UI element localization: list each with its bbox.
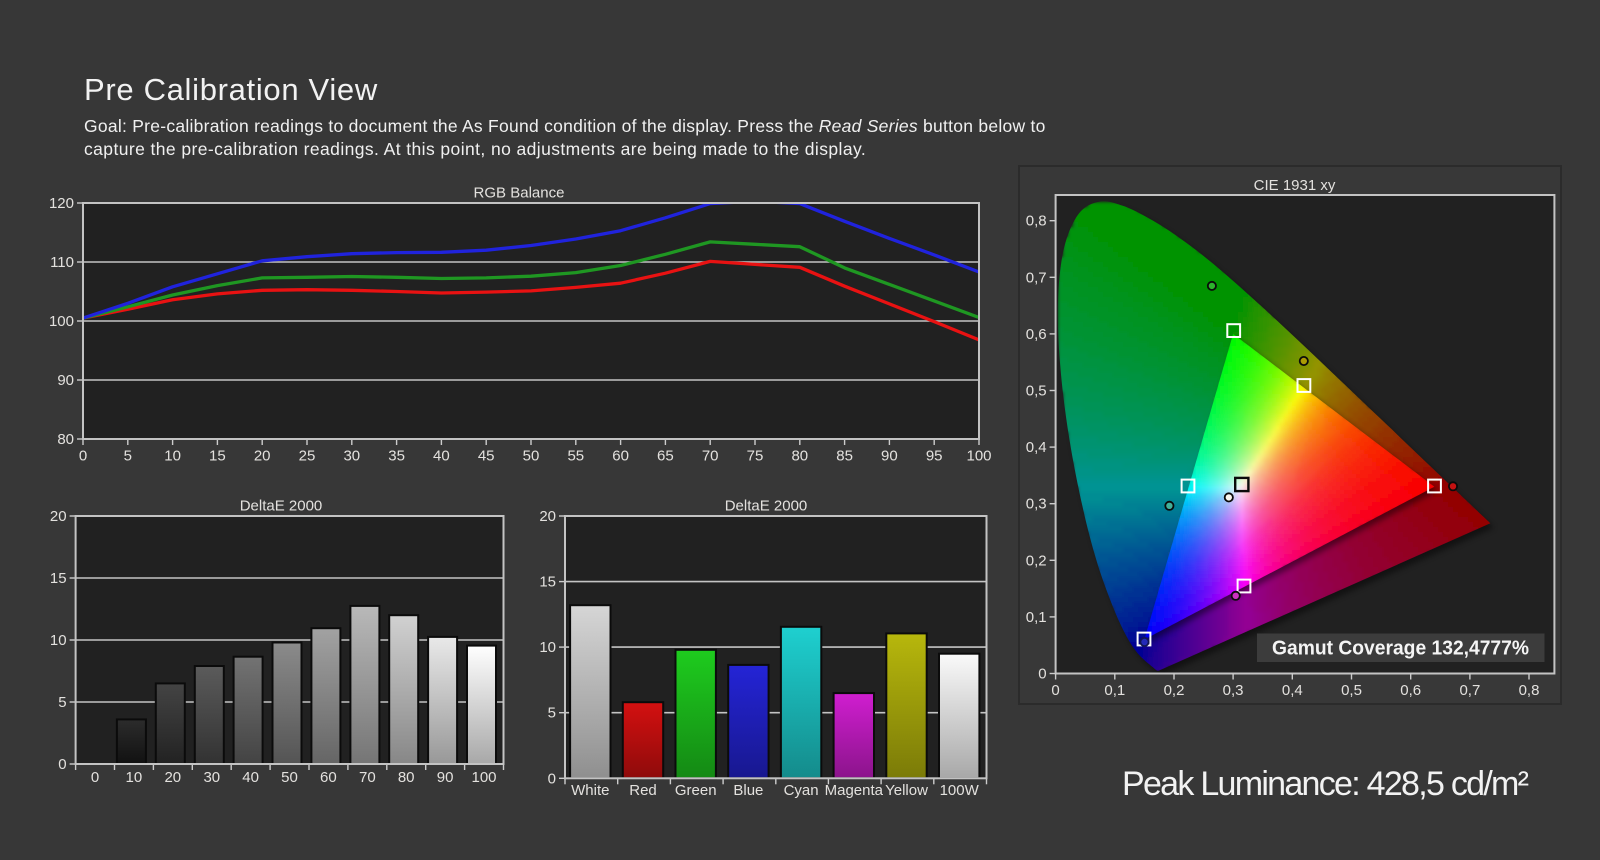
- svg-text:0,2: 0,2: [1026, 552, 1047, 569]
- svg-text:Blue: Blue: [733, 782, 763, 799]
- svg-text:0: 0: [91, 769, 99, 786]
- svg-text:0: 0: [1038, 666, 1046, 683]
- svg-text:0,8: 0,8: [1519, 682, 1540, 699]
- svg-text:50: 50: [281, 769, 298, 786]
- svg-text:Magenta: Magenta: [825, 782, 884, 799]
- svg-text:80: 80: [398, 769, 415, 786]
- svg-text:30: 30: [203, 769, 220, 786]
- svg-text:20: 20: [539, 508, 556, 525]
- svg-text:80: 80: [791, 448, 808, 465]
- svg-text:0,4: 0,4: [1282, 682, 1303, 699]
- svg-text:10: 10: [539, 639, 556, 656]
- svg-text:Cyan: Cyan: [784, 782, 819, 799]
- svg-text:90: 90: [57, 372, 74, 389]
- svg-text:95: 95: [926, 448, 943, 465]
- svg-text:0,3: 0,3: [1223, 682, 1244, 699]
- svg-text:0,2: 0,2: [1164, 682, 1185, 699]
- svg-text:RGB Balance: RGB Balance: [474, 185, 565, 202]
- svg-text:Yellow: Yellow: [885, 782, 928, 799]
- svg-text:80: 80: [57, 431, 74, 448]
- svg-text:10: 10: [126, 769, 143, 786]
- svg-text:100: 100: [471, 769, 496, 786]
- svg-text:110: 110: [50, 254, 74, 271]
- svg-text:DeltaE 2000: DeltaE 2000: [240, 498, 323, 515]
- svg-text:0,4: 0,4: [1026, 439, 1047, 456]
- svg-text:Green: Green: [675, 782, 717, 799]
- svg-text:100: 100: [966, 448, 991, 465]
- svg-text:0,5: 0,5: [1026, 383, 1047, 400]
- svg-text:10: 10: [164, 448, 181, 465]
- svg-text:0,7: 0,7: [1026, 269, 1047, 286]
- svg-text:15: 15: [209, 448, 226, 465]
- svg-text:90: 90: [437, 769, 454, 786]
- svg-text:15: 15: [539, 574, 556, 591]
- svg-text:0: 0: [1051, 682, 1059, 699]
- svg-text:0,1: 0,1: [1026, 609, 1047, 626]
- svg-text:DeltaE 2000: DeltaE 2000: [725, 498, 808, 515]
- svg-text:0: 0: [58, 756, 66, 773]
- svg-text:0,6: 0,6: [1026, 326, 1047, 343]
- svg-text:20: 20: [50, 508, 67, 525]
- svg-text:0: 0: [548, 770, 556, 787]
- svg-text:40: 40: [433, 448, 450, 465]
- svg-text:20: 20: [164, 769, 181, 786]
- svg-text:0: 0: [79, 448, 87, 465]
- svg-text:25: 25: [299, 448, 316, 465]
- svg-text:0,5: 0,5: [1341, 682, 1362, 699]
- svg-text:40: 40: [242, 769, 259, 786]
- svg-text:20: 20: [254, 448, 271, 465]
- svg-text:45: 45: [478, 448, 495, 465]
- svg-text:50: 50: [523, 448, 540, 465]
- svg-text:CIE 1931 xy: CIE 1931 xy: [1254, 177, 1336, 194]
- svg-text:85: 85: [836, 448, 853, 465]
- svg-text:30: 30: [343, 448, 360, 465]
- svg-text:Red: Red: [629, 782, 657, 799]
- svg-text:0,3: 0,3: [1026, 496, 1047, 513]
- svg-text:15: 15: [50, 570, 67, 587]
- svg-text:100: 100: [49, 313, 74, 330]
- svg-text:65: 65: [657, 448, 674, 465]
- svg-text:60: 60: [320, 769, 337, 786]
- svg-text:5: 5: [124, 448, 132, 465]
- svg-text:10: 10: [50, 632, 67, 649]
- svg-text:70: 70: [702, 448, 719, 465]
- svg-text:100W: 100W: [940, 782, 980, 799]
- svg-text:White: White: [571, 782, 609, 799]
- svg-text:90: 90: [881, 448, 898, 465]
- svg-text:5: 5: [548, 705, 556, 722]
- svg-text:60: 60: [612, 448, 629, 465]
- svg-text:0,7: 0,7: [1459, 682, 1480, 699]
- svg-text:Gamut Coverage 132,4777%: Gamut Coverage 132,4777%: [1272, 638, 1529, 660]
- svg-text:120: 120: [49, 195, 74, 212]
- svg-text:55: 55: [567, 448, 584, 465]
- svg-text:75: 75: [747, 448, 764, 465]
- svg-text:0,6: 0,6: [1400, 682, 1421, 699]
- svg-text:70: 70: [359, 769, 376, 786]
- svg-text:0,8: 0,8: [1026, 213, 1047, 230]
- svg-text:5: 5: [58, 694, 66, 711]
- svg-text:0,1: 0,1: [1104, 682, 1125, 699]
- svg-text:35: 35: [388, 448, 405, 465]
